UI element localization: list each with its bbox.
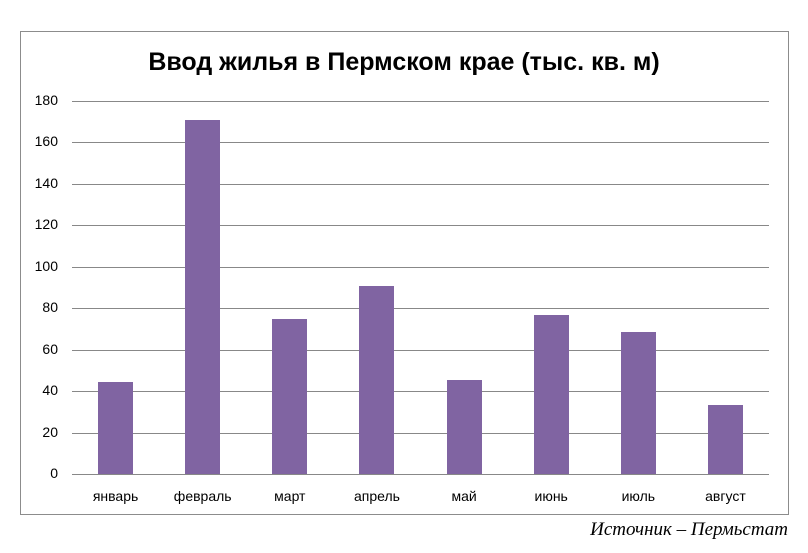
bar-2 [272, 318, 308, 474]
gridline [72, 266, 769, 268]
x-tick-label: апрель [353, 488, 400, 504]
gridline [72, 349, 769, 351]
y-tick-label: 160 [34, 133, 58, 150]
gridline [72, 474, 769, 475]
y-tick-label: 20 [42, 423, 58, 440]
x-tick-label: март [274, 488, 306, 504]
bar-4 [446, 379, 482, 474]
y-tick-label: 120 [34, 216, 58, 233]
bar-6 [620, 332, 656, 474]
gridline [72, 142, 769, 144]
y-tick-label: 40 [42, 382, 58, 399]
bar-7 [707, 404, 743, 474]
x-tick-label: февраль [173, 488, 232, 504]
y-tick-label: 80 [42, 299, 58, 316]
bar-0 [98, 381, 134, 474]
source-note: Источник – Пермьстат [590, 519, 788, 540]
x-tick-label: май [451, 488, 477, 504]
x-tick-label: июнь [534, 488, 568, 504]
plot-area [72, 101, 769, 475]
gridline [72, 183, 769, 185]
y-tick-label: 140 [34, 174, 58, 191]
bar-1 [185, 120, 221, 474]
x-tick-label: январь [92, 488, 139, 504]
chart-title: Ввод жилья в Пермском крае (тыс. кв. м) [148, 48, 660, 76]
x-tick-label: июль [621, 488, 656, 504]
gridline [72, 225, 769, 227]
bar-5 [533, 315, 569, 474]
y-tick-label: 0 [50, 465, 58, 481]
x-tick-label: август [705, 488, 746, 504]
bar-3 [359, 286, 395, 474]
chart-frame [20, 31, 789, 515]
gridline [72, 391, 769, 393]
y-tick-label: 100 [34, 257, 58, 274]
gridline [72, 101, 769, 102]
gridline [72, 432, 769, 434]
gridline [72, 308, 769, 310]
y-tick-label: 60 [42, 340, 58, 357]
y-tick-label: 180 [34, 92, 58, 108]
